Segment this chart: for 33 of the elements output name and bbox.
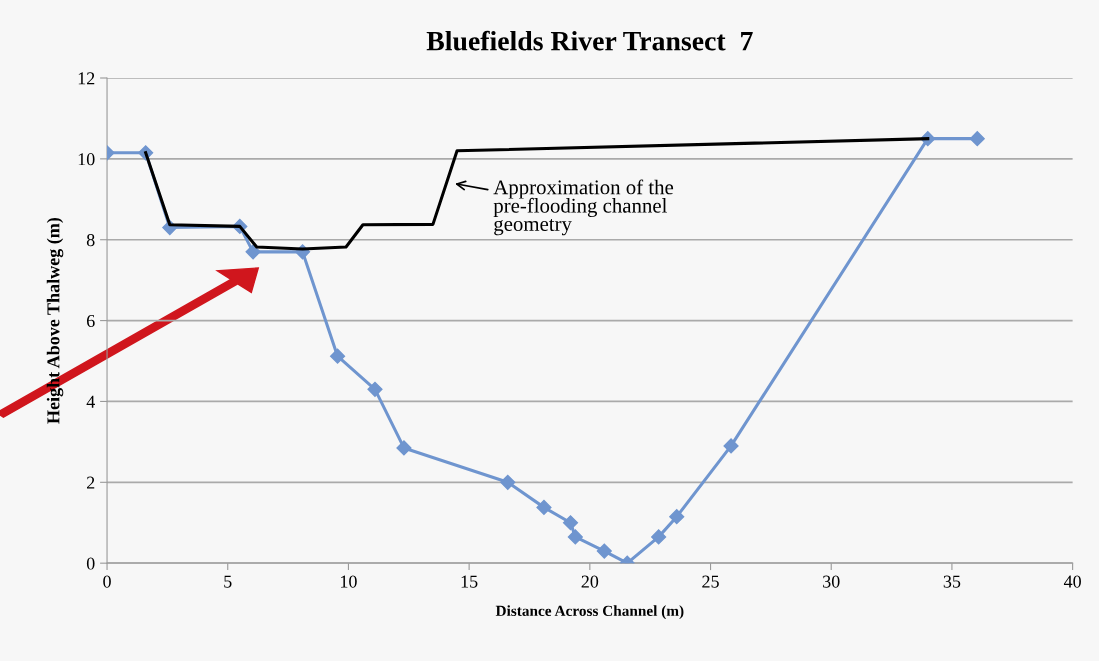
point bbox=[396, 440, 412, 456]
annotation: Approximation of the pre-flooding channel geometry bbox=[493, 179, 674, 236]
point bbox=[723, 438, 739, 454]
y-tick-label: 0 bbox=[86, 557, 95, 570]
chart-title: Bluefields River Transect 7 bbox=[426, 30, 753, 51]
x-tick-label: 5 bbox=[224, 575, 232, 588]
y-tick-label: 6 bbox=[86, 314, 95, 328]
point bbox=[562, 515, 579, 531]
x-tick-label: 25 bbox=[702, 575, 719, 588]
x-tick-label: 35 bbox=[943, 575, 961, 588]
point bbox=[330, 348, 346, 364]
point bbox=[651, 529, 667, 545]
y-tick-label: 4 bbox=[86, 395, 95, 408]
y-tick-label: 2 bbox=[87, 476, 95, 489]
x-axis-title: Distance Across Channel (m) bbox=[495, 605, 684, 620]
point bbox=[669, 509, 685, 525]
point bbox=[500, 474, 516, 490]
y-tick-label: 10 bbox=[78, 153, 95, 166]
y-tick-label: 8 bbox=[86, 233, 95, 247]
point bbox=[536, 499, 552, 515]
point bbox=[969, 131, 985, 147]
point bbox=[245, 244, 261, 260]
point bbox=[567, 529, 583, 545]
x-tick-label: 15 bbox=[461, 575, 478, 588]
x-tick-label: 40 bbox=[1063, 575, 1081, 588]
x-tick-label: 0 bbox=[103, 575, 111, 588]
x-tick-label: 30 bbox=[823, 575, 840, 588]
point bbox=[596, 543, 612, 559]
x-tick-label: 20 bbox=[581, 575, 599, 588]
y-axis-title: Height Above Thalweg (m) bbox=[46, 217, 64, 424]
point bbox=[367, 381, 383, 397]
x-tick-label: 10 bbox=[341, 575, 357, 588]
y-tick-label: 12 bbox=[78, 72, 95, 85]
